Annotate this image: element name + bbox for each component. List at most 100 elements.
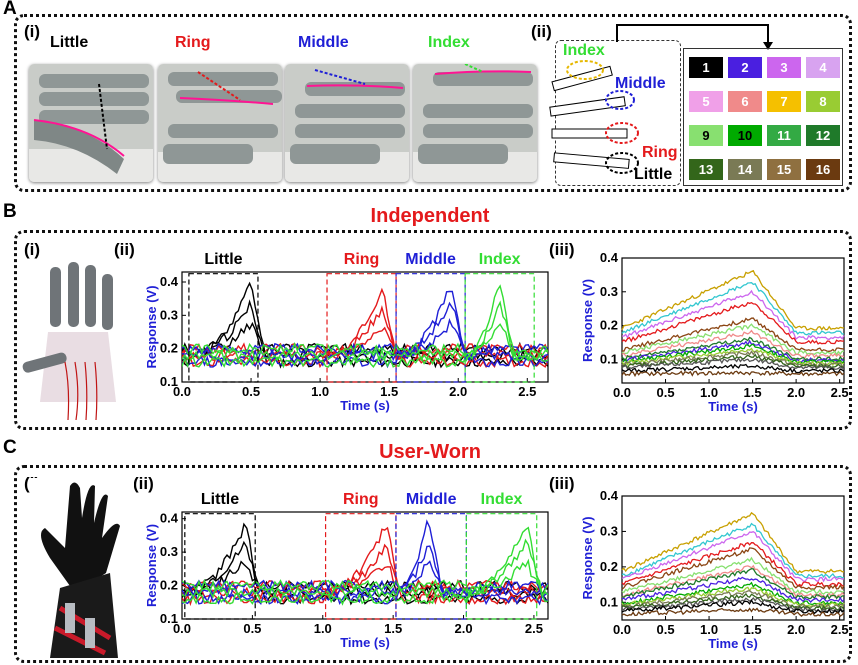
- panel-c-letter: C: [3, 437, 17, 458]
- series-line: [182, 519, 548, 606]
- x-axis-label: Time (s): [708, 636, 758, 651]
- x-tick-label: 1.0: [700, 622, 718, 637]
- schematic-label-ring: Ring: [642, 144, 678, 161]
- x-tick-label: 2.5: [831, 385, 849, 400]
- x-axis-label: Time (s): [340, 635, 390, 650]
- series-line: [621, 576, 845, 603]
- y-tick-label: 0.4: [600, 488, 619, 503]
- series-line: [621, 317, 845, 353]
- x-tick-label: 1.0: [314, 621, 332, 636]
- panel-c-frame: [14, 465, 852, 663]
- series-line: [182, 323, 548, 362]
- schematic-label-middle: Middle: [615, 75, 666, 92]
- x-tick-label: 2.5: [525, 621, 543, 636]
- series-line: [621, 568, 845, 600]
- x-tick-label: 1.0: [700, 385, 718, 400]
- finger-photo-ring: [158, 64, 282, 182]
- series-line: [182, 522, 548, 606]
- grid-cell-12: 12: [806, 125, 840, 146]
- finger-photo-index: [413, 64, 537, 182]
- window-label-little: Little: [201, 491, 239, 508]
- window-box-little: [188, 273, 259, 383]
- panel-c-sub-ii: (ii): [133, 474, 154, 493]
- x-tick-label: 2.5: [518, 384, 536, 399]
- panel-b-frame: [14, 230, 852, 430]
- y-tick-label: 0.3: [600, 523, 618, 538]
- grid-cell-5: 5: [689, 91, 723, 112]
- series-line: [621, 269, 845, 331]
- y-tick-label: 0.3: [160, 544, 178, 559]
- grid-cell-9: 9: [689, 125, 723, 146]
- photo-ring: [158, 64, 282, 182]
- photo-middle: [285, 64, 409, 182]
- x-tick-label: 0.0: [173, 621, 191, 636]
- panel-b-sub-ii: (ii): [114, 240, 135, 259]
- series-line: [182, 284, 548, 369]
- x-tick-label: 1.0: [311, 384, 329, 399]
- y-tick-label: 0.2: [160, 341, 178, 356]
- window-label-middle: Middle: [406, 491, 457, 508]
- series-line: [182, 526, 548, 607]
- y-axis-label: Response (V): [580, 279, 595, 362]
- window-label-ring: Ring: [344, 251, 380, 268]
- y-tick-label: 0.3: [160, 307, 178, 322]
- grid-cell-3: 3: [767, 57, 801, 78]
- grid-cell-7: 7: [767, 91, 801, 112]
- plot-frame: [621, 495, 845, 621]
- series-line: [621, 370, 845, 378]
- series-line: [182, 526, 548, 606]
- plot-frame: [181, 511, 549, 620]
- x-tick-label: 0.5: [243, 621, 261, 636]
- y-tick-label: 0.4: [160, 274, 179, 289]
- series-line: [621, 586, 845, 608]
- y-axis-label: Response (V): [144, 285, 159, 368]
- y-tick-label: 0.1: [600, 351, 618, 366]
- x-tick-label: 1.5: [744, 622, 762, 637]
- plot-frame: [621, 257, 845, 384]
- panel-b-sub-i: (i): [24, 240, 41, 259]
- series-line: [621, 336, 845, 362]
- x-tick-label: 2.0: [787, 385, 805, 400]
- grid-cell-8: 8: [806, 91, 840, 112]
- series-line: [621, 590, 845, 610]
- panel-b-letter: B: [3, 201, 17, 222]
- x-tick-label: 2.0: [454, 621, 472, 636]
- window-label-index: Index: [479, 251, 521, 268]
- photo-label-ring: Ring: [175, 34, 211, 51]
- window-label-middle: Middle: [405, 251, 456, 268]
- chart-c-ii: 0.0 0.5 1.0 1.5 2.0 2.5 0.1 0.2 0.3 0.4 Time (s) Re…: [144, 491, 549, 650]
- schematic-label-index: Index: [563, 42, 605, 59]
- x-axis-label: Time (s): [708, 399, 758, 414]
- series-line: [621, 556, 845, 596]
- y-tick-label: 0.1: [160, 611, 178, 626]
- y-tick-label: 0.2: [600, 318, 618, 333]
- panel-a-sub-ii: (ii): [531, 22, 552, 41]
- x-tick-label: 0.5: [656, 622, 674, 637]
- series-line: [621, 329, 845, 359]
- series-group: [182, 281, 548, 369]
- series-line: [621, 522, 845, 579]
- grid-cell-10: 10: [728, 125, 762, 146]
- x-tick-label: 0.0: [613, 385, 631, 400]
- x-tick-label: 2.5: [831, 622, 849, 637]
- series-line: [621, 607, 845, 618]
- series-line: [621, 542, 845, 588]
- series-line: [182, 301, 548, 363]
- y-axis-label: Response (V): [144, 524, 159, 607]
- finger-photo-middle: [285, 64, 409, 182]
- y-tick-label: 0.4: [160, 511, 179, 526]
- panel-a-frame: [14, 14, 852, 192]
- panel-c-title: User-Worn: [379, 441, 481, 463]
- x-tick-label: 0.0: [613, 622, 631, 637]
- x-tick-label: 0.5: [242, 384, 260, 399]
- grid-cell-11: 11: [767, 125, 801, 146]
- grid-cell-1: 1: [689, 57, 723, 78]
- grid-cell-6: 6: [728, 91, 762, 112]
- y-tick-label: 0.2: [600, 559, 618, 574]
- y-tick-label: 0.4: [600, 250, 619, 265]
- grid-cell-13: 13: [689, 159, 723, 180]
- series-group: [182, 519, 548, 607]
- y-axis-label: Response (V): [580, 516, 595, 599]
- x-tick-label: 1.5: [380, 384, 398, 399]
- series-line: [182, 304, 548, 362]
